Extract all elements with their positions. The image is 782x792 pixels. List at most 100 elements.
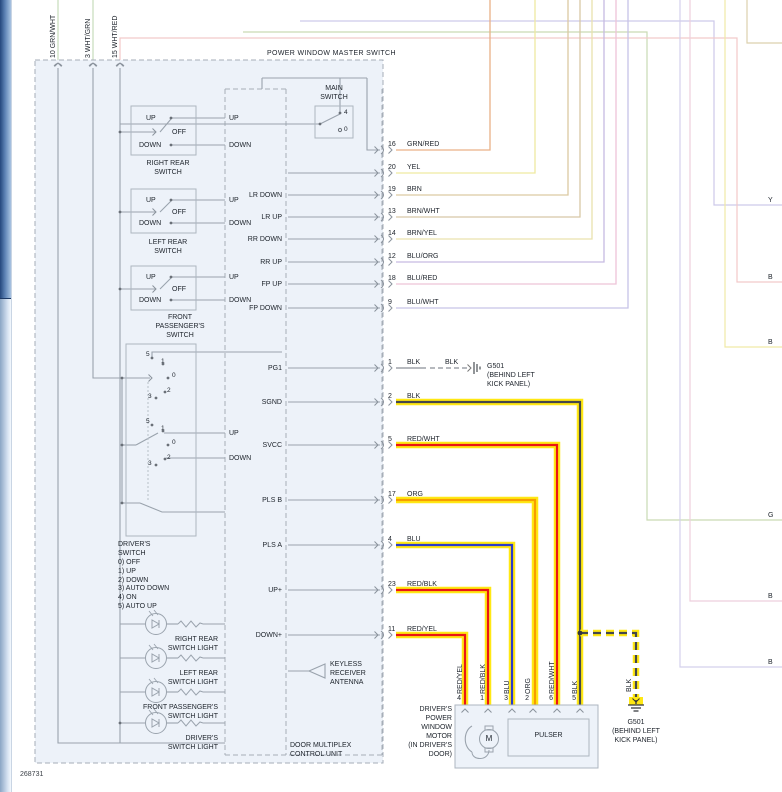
pin-number: 20: [388, 164, 396, 171]
junction-dot: [169, 116, 173, 120]
main-switch-position: 0: [344, 126, 348, 133]
driver-switch-position: 0: [172, 439, 176, 446]
switch-lever: [159, 200, 172, 213]
arrow-icon: [467, 364, 472, 372]
junction-dot: [577, 630, 583, 636]
background-wire: [679, 0, 782, 668]
connector-icon: [380, 363, 384, 373]
driver-switch-legend-line: 5) AUTO UP: [118, 603, 157, 610]
arrow-icon: [388, 398, 393, 406]
arrow-icon: [388, 441, 393, 449]
connector-icon: [380, 303, 384, 313]
pin-number: 11: [388, 626, 396, 633]
arrow-icon: [89, 62, 97, 67]
diagram-code: 268731: [20, 771, 44, 778]
wire-yel: [396, 0, 536, 174]
wire-brn: [396, 0, 569, 196]
arrow-icon: [152, 208, 157, 216]
junction-dot: [145, 681, 167, 703]
wire: [151, 351, 282, 358]
arrow-icon: [374, 258, 379, 266]
wire-brn-wht: [396, 0, 581, 218]
arrow-icon: [374, 586, 379, 594]
motor-pin-number: 3: [504, 695, 508, 702]
pin-color-label: BRN: [407, 186, 422, 193]
driver-switch-position: 2: [167, 387, 171, 394]
motor-box: [454, 704, 599, 769]
arrow-icon: [576, 708, 584, 713]
arrow-icon: [54, 62, 62, 67]
arrow-icon: [374, 213, 379, 221]
junction-dot: [161, 429, 165, 433]
arrow-icon: [374, 398, 379, 406]
switch-light-label: RIGHT REAR SWITCH LIGHT: [167, 636, 218, 653]
pin-number: 1: [388, 359, 392, 366]
switch-lever: [139, 502, 225, 513]
connector-icon: [380, 168, 384, 178]
switch-caption: LEFT REAR SWITCH: [148, 239, 188, 256]
arrow-icon: [374, 496, 379, 504]
top-input-label: 10 GRN/WHT: [50, 14, 57, 58]
pin-number: 9: [388, 299, 392, 306]
pin-number: 2: [388, 393, 392, 400]
arrow-icon: [152, 128, 157, 136]
switch-caption: RIGHT REAR SWITCH: [146, 160, 190, 177]
wire-org: [396, 498, 537, 705]
control-unit-io-label: DOWN+: [255, 632, 282, 639]
top-input-label: 3 WHT/GRN: [85, 18, 92, 58]
arrow-icon: [388, 364, 393, 372]
arrow-icon: [374, 631, 379, 639]
arrow-icon: [388, 146, 393, 154]
junction-dot: [169, 275, 173, 279]
control-unit-input-label: UP: [229, 115, 239, 122]
led-diode-icon: [151, 687, 161, 697]
background-wire: [746, 0, 782, 44]
pin-color-label: BLK: [407, 359, 421, 366]
resistor-icon: [177, 688, 204, 696]
connector-icon: [380, 279, 384, 289]
driver-switch-position: 5: [146, 351, 150, 358]
junction-dot: [154, 396, 158, 400]
control-unit-label: DOOR MULTIPLEX CONTROL UNIT: [290, 742, 352, 759]
switch-pos-label: UP: [146, 197, 156, 204]
control-unit-pin-label: RR DOWN: [247, 236, 282, 243]
pulser-label: PULSER: [534, 732, 563, 739]
wire-red-yel: [396, 633, 467, 705]
pulser-box: [507, 718, 590, 757]
wire-grn-red: [396, 0, 491, 151]
switch-box: [130, 105, 197, 156]
edge-wire-label: G: [768, 512, 774, 519]
control-unit-pin-label: RR UP: [260, 259, 282, 266]
pin-color-label: BRN/WHT: [407, 208, 440, 215]
junction-dot: [118, 721, 122, 725]
switch-box: [130, 265, 197, 311]
junction-dot: [150, 423, 154, 427]
edge-wire-label: B: [768, 593, 773, 600]
driver-switch-position: 1: [161, 358, 165, 365]
connector-icon: [380, 234, 384, 244]
driver-switch-legend-line: 1) UP: [118, 567, 136, 575]
main-switch-box: [314, 105, 354, 139]
arrow-icon: [388, 191, 393, 199]
control-unit-io-label: PLS A: [262, 542, 282, 549]
wire-blu-red: [396, 0, 617, 285]
left-scrollbar-thumb[interactable]: [0, 0, 11, 299]
ground-2-name: G501: [627, 719, 645, 726]
arrow-icon: [484, 708, 492, 713]
arrow-icon: [388, 304, 393, 312]
driver-switch-position: 2: [167, 454, 171, 461]
wire-red-blk: [396, 588, 490, 705]
ground-1-wire2-label: BLK: [445, 359, 459, 366]
antenna-icon: [307, 663, 326, 679]
switch-light-label: LEFT REAR SWITCH LIGHT: [167, 670, 218, 687]
control-unit-input-label: UP: [229, 274, 239, 281]
control-unit-io-label: UP+: [268, 587, 282, 594]
junction-dot: [120, 501, 124, 505]
brush-icon: [484, 725, 494, 753]
arrow-icon: [116, 62, 124, 67]
driver-switch-legend-line: 3) AUTO DOWN: [118, 585, 170, 593]
main-switch-position: 4: [344, 109, 348, 116]
led-arrows-icon: [148, 708, 159, 716]
pin-number: 16: [388, 141, 396, 148]
